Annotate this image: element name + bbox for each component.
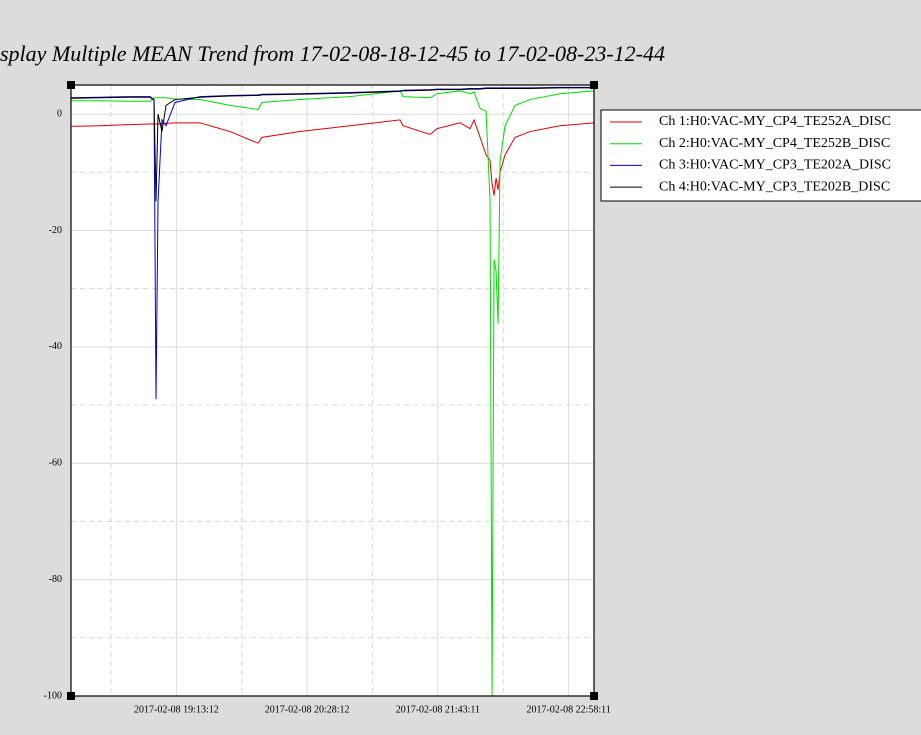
corner-handle	[67, 692, 75, 700]
corner-handle	[590, 81, 598, 89]
legend	[600, 109, 921, 202]
legend-label: Ch 4:H0:VAC-MY_CP3_TE202B_DISC	[659, 179, 890, 194]
plot-area	[71, 85, 594, 696]
series-line	[70, 87, 594, 202]
x-tick-label: 2017-02-08 19:13:12	[134, 704, 219, 715]
y-tick-label: 0	[57, 108, 62, 119]
x-tick-label: 2017-02-08 20:28:12	[265, 704, 350, 715]
x-tick-label: 2017-02-08 21:43:11	[396, 704, 480, 715]
chart-title: splay Multiple MEAN Trend from 17-02-08-…	[0, 41, 665, 66]
series-line	[71, 90, 595, 697]
legend-label: Ch 2:H0:VAC-MY_CP4_TE252B_DISC	[659, 136, 890, 151]
corner-handle	[67, 81, 75, 89]
y-tick-label: -20	[49, 225, 62, 236]
y-tick-label: -80	[49, 574, 62, 585]
plot-border	[70, 84, 595, 697]
y-tick-label: -60	[49, 458, 62, 469]
corner-handle	[590, 692, 598, 700]
series-line	[70, 86, 594, 400]
y-tick-label: -100	[44, 690, 62, 701]
y-tick-label: -40	[49, 341, 62, 352]
x-tick-label: 2017-02-08 22:58:11	[526, 704, 610, 715]
legend-label: Ch 3:H0:VAC-MY_CP3_TE202A_DISC	[659, 158, 891, 173]
legend-label: Ch 1:H0:VAC-MY_CP4_TE252A_DISC	[659, 114, 891, 129]
